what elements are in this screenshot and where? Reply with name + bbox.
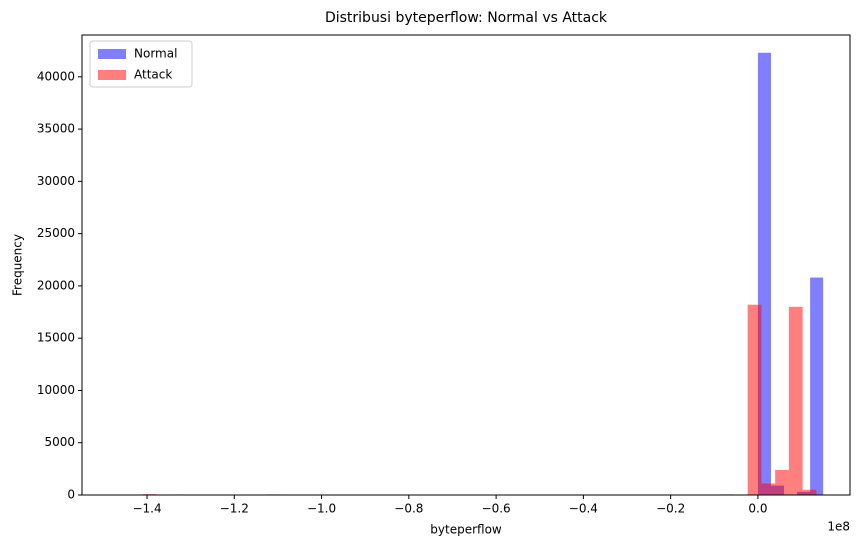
y-tick-label: 30000	[37, 174, 75, 188]
x-axis-label: byteperflow	[430, 523, 502, 537]
legend-swatch	[98, 70, 126, 80]
bar	[747, 304, 762, 495]
bar	[810, 277, 824, 495]
bar	[802, 489, 817, 495]
x-tick-label: −1.4	[132, 502, 161, 516]
y-tick-label: 40000	[37, 69, 75, 83]
bar	[761, 483, 776, 495]
x-tick-label: −1.0	[307, 502, 336, 516]
y-axis-label: Frequency	[11, 234, 25, 296]
y-tick-label: 15000	[37, 331, 75, 345]
y-tick-label: 20000	[37, 278, 75, 292]
x-tick-label: 0.0	[748, 502, 767, 516]
bar	[775, 469, 789, 495]
chart-title: Distribusi byteperflow: Normal vs Attack	[325, 10, 608, 26]
x-tick-label: −0.4	[569, 502, 598, 516]
x-tick-label: −0.6	[482, 502, 511, 516]
y-tick-label: 0	[67, 488, 75, 502]
x-tick-label: −0.8	[394, 502, 423, 516]
bar	[788, 306, 803, 495]
x-tick-label: −1.2	[220, 502, 249, 516]
legend-swatch	[98, 49, 126, 59]
y-tick-label: 5000	[44, 435, 75, 449]
legend-label: Normal	[134, 47, 177, 61]
y-tick-label: 35000	[37, 122, 75, 136]
y-tick-label: 25000	[37, 226, 75, 240]
y-tick-label: 10000	[37, 383, 75, 397]
x-tick-label: −0.2	[656, 502, 685, 516]
legend-label: Attack	[134, 68, 172, 82]
x-offset-label: 1e8	[827, 520, 850, 534]
plot-frame	[81, 34, 851, 496]
